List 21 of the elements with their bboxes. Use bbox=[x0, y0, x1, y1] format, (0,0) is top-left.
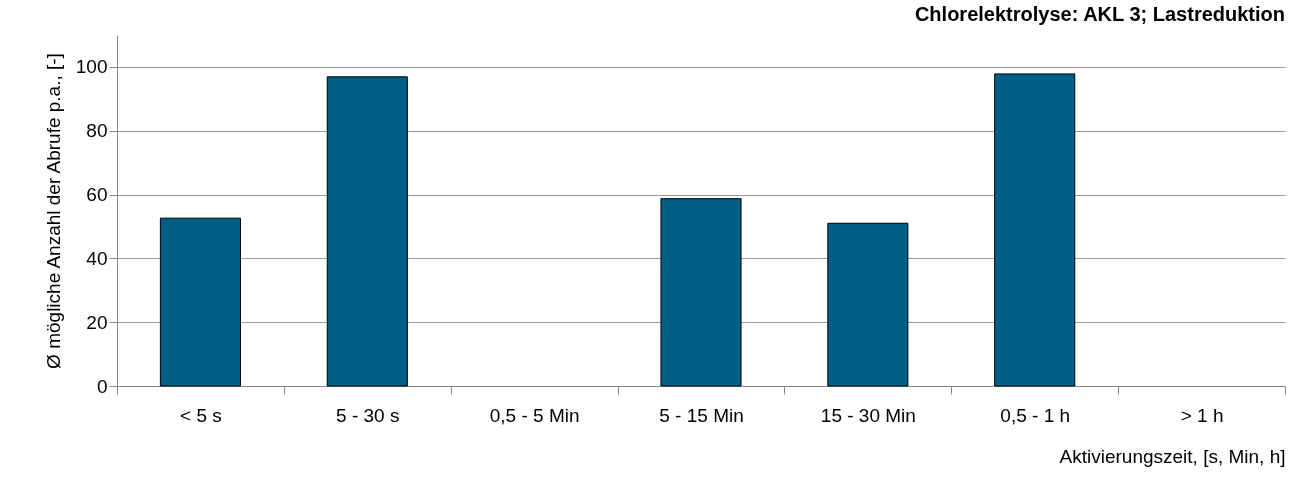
y-tick-label: 20 bbox=[86, 311, 108, 333]
chart-title: Chlorelektrolyse: AKL 3; Lastreduktion bbox=[914, 3, 1285, 25]
x-tick-label: 5 - 30 s bbox=[336, 404, 400, 426]
x-tick-label: < 5 s bbox=[180, 404, 222, 426]
x-tick-label: 5 - 15 Min bbox=[659, 404, 744, 426]
x-tick-label: 0,5 - 5 Min bbox=[489, 404, 580, 426]
bar bbox=[827, 222, 909, 387]
x-tick-label: 0,5 - 1 h bbox=[1000, 404, 1071, 426]
x-axis-title: Aktivierungszeit, [s, Min, h] bbox=[1059, 445, 1286, 467]
y-axis-title: Ø mögliche Anzahl der Abrufe p.a., [-] bbox=[42, 53, 64, 369]
y-tick-label: 60 bbox=[86, 184, 108, 206]
y-tick-label: 0 bbox=[96, 375, 108, 397]
y-tick-label: 100 bbox=[75, 56, 108, 78]
bar bbox=[326, 76, 408, 387]
x-tick-label: 15 - 30 Min bbox=[820, 404, 916, 426]
bar bbox=[994, 73, 1076, 387]
bar bbox=[660, 198, 742, 387]
bar bbox=[159, 217, 241, 387]
y-tick-label: 40 bbox=[86, 247, 108, 269]
x-tick-label: > 1 h bbox=[1180, 404, 1224, 426]
y-tick-label: 80 bbox=[86, 120, 108, 142]
